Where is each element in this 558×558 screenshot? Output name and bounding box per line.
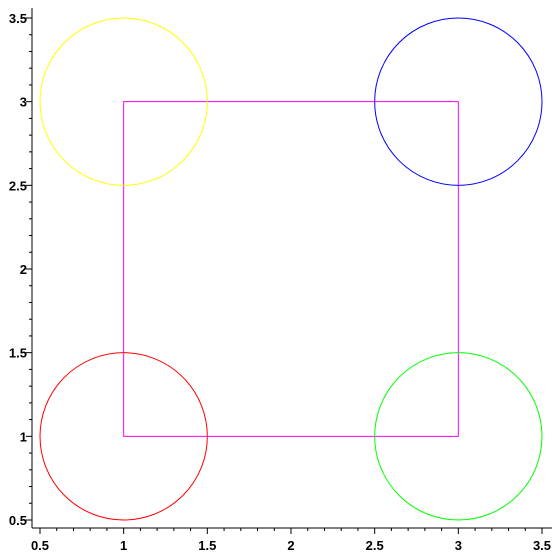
y-tick-label: 0.5 xyxy=(9,513,27,528)
y-tick-label: 3.5 xyxy=(9,11,27,26)
x-tick-label: 3 xyxy=(455,538,462,553)
ticks xyxy=(26,17,543,534)
axes xyxy=(31,8,552,529)
y-tick-label: 3 xyxy=(20,95,27,110)
y-tick-label: 1 xyxy=(20,429,27,444)
x-tick-label: 2.5 xyxy=(366,538,384,553)
y-tick-label: 1.5 xyxy=(9,346,27,361)
circle-bottom-right xyxy=(374,352,543,521)
plot-marks xyxy=(39,17,543,521)
x-tick-label: 1.5 xyxy=(198,538,216,553)
x-tick-label: 3.5 xyxy=(533,538,551,553)
circle-top-left xyxy=(39,17,208,186)
x-tick-label: 1 xyxy=(120,538,127,553)
magenta-square xyxy=(123,101,459,437)
x-tick-label: 0.5 xyxy=(31,538,49,553)
circle-bottom-left xyxy=(39,352,208,521)
y-tick-label: 2.5 xyxy=(9,178,27,193)
tick-labels: 0.5 1 1.5 2 2.5 3 3.5 0.5 1 1.5 2 2.5 3 3.5 xyxy=(9,11,551,553)
x-tick-label: 2 xyxy=(287,538,294,553)
circle-top-right xyxy=(374,17,543,186)
y-tick-label: 2 xyxy=(20,262,27,277)
